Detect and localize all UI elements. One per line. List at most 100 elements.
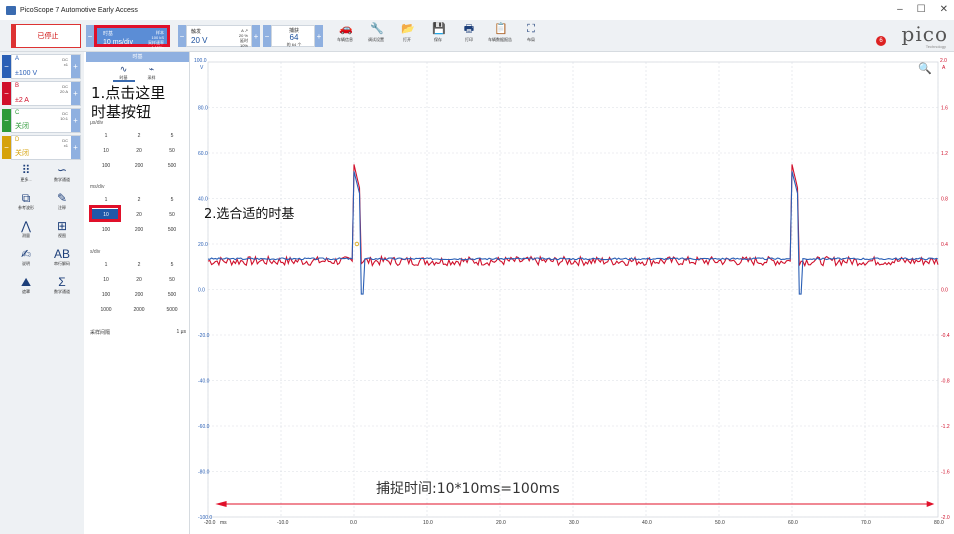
annotation-step1: 1.点击这里 时基按钮 (91, 84, 165, 122)
annotation-step1-text: 1.点击这里 时基按钮 (91, 84, 166, 121)
toolbar-save-button[interactable]: 💾 保存 (423, 23, 453, 49)
mask-icon: ⛰ (20, 275, 32, 289)
sidebar-tool-views[interactable]: ⊞ 视图 (47, 220, 77, 245)
toolbar-print-button[interactable]: 🖶 打印 (454, 23, 484, 49)
sidebar-tool-label: 数学通道 (54, 177, 70, 182)
timebase-option[interactable]: 50 (169, 212, 175, 218)
timebase-option[interactable]: 200 (134, 163, 144, 169)
timebase-option[interactable]: 20 (136, 212, 142, 218)
channel-b-button[interactable]: − B ±2 A DC 20 A + (2, 81, 81, 106)
channel-range-increase-button[interactable]: + (71, 109, 80, 132)
timebase-option[interactable]: 1 (104, 197, 108, 203)
sidebar-tool-mask[interactable]: ⛰ 遮罩 (11, 276, 41, 301)
x-axis-tick-label: 10.0 (423, 520, 433, 526)
trigger-decrease-button[interactable]: − (178, 25, 186, 47)
toolbar-car-button[interactable]: 🚗 车辆信息 (330, 23, 360, 49)
right-axis-tick-label: 1.2 (941, 151, 948, 157)
timebase-option[interactable]: 2000 (133, 307, 145, 313)
channel-d-button[interactable]: − D 关闭 DC x1 + (2, 135, 81, 160)
capture-time-arrow-right-head (926, 501, 935, 507)
sidebar-tool-notes[interactable]: ✍ 说明 (11, 248, 41, 273)
views-icon: ⊞ (56, 219, 68, 233)
channel-range-increase-button[interactable]: + (71, 55, 80, 78)
toolbar-report-button[interactable]: 📋 车辆数据报告 (485, 23, 515, 49)
maximize-button[interactable]: ☐ (916, 4, 926, 15)
channel-range-decrease-button[interactable]: − (2, 109, 11, 132)
timebase-option[interactable]: 500 (167, 292, 177, 298)
run-stop-button[interactable]: 已停止 (11, 24, 81, 48)
trigger-button[interactable]: 触发 20 V A ↗ 20 % 延时 10% (186, 25, 252, 48)
trigger-marker[interactable] (354, 241, 360, 247)
toolbar-layout-button[interactable]: ⛶ 布局 (516, 23, 546, 49)
timebase-option[interactable]: 1 (104, 262, 108, 268)
timebase-option[interactable]: 5000 (166, 307, 178, 313)
left-axis-tick-label: -80.0 (198, 470, 210, 476)
sidebar-tool-reference-waveform[interactable]: ⧉ 参考波形 (11, 192, 41, 217)
timebase-option[interactable]: 1 (104, 133, 108, 139)
timebase-option[interactable]: 100 (101, 163, 111, 169)
timebase-decrease-button[interactable]: − (86, 25, 94, 47)
tab-sampling[interactable]: ⌁ 采样 (141, 64, 163, 82)
zoom-icon[interactable]: 🔍 (918, 63, 932, 75)
trigger-increase-button[interactable]: + (252, 25, 260, 47)
notes-icon: ✍ (20, 247, 32, 261)
timebase-option[interactable]: 20 (136, 277, 142, 283)
toolbar-wrench-button[interactable]: 🔧 调试设置 (361, 23, 391, 49)
channel-range-decrease-button[interactable]: − (2, 55, 11, 78)
capture-increase-button[interactable]: + (315, 25, 323, 47)
channel-range-decrease-button[interactable]: − (2, 82, 11, 105)
timebase-option[interactable]: 500 (167, 227, 177, 233)
sidebar-tool-serial-decode[interactable]: AB 串行解码 (47, 248, 77, 273)
trigger-caption: 触发 (191, 29, 202, 35)
timebase-option[interactable]: 10 (103, 277, 109, 283)
sidebar-tool-pen[interactable]: ✎ 注释 (47, 192, 77, 217)
sidebar-tool-grid-apps[interactable]: ⠿ 更多... (11, 164, 41, 189)
channel-range-decrease-button[interactable]: − (2, 136, 11, 159)
sidebar-tool-label: 串行解码 (54, 261, 70, 266)
timebase-option[interactable]: 100 (101, 227, 111, 233)
timebase-option[interactable]: 10 (92, 209, 120, 221)
minimize-button[interactable]: – (897, 4, 903, 15)
timebase-option[interactable]: 5 (170, 133, 174, 139)
sidebar-tool-sum[interactable]: Σ 数学通道 (47, 276, 77, 301)
timebase-option[interactable]: 2 (137, 262, 141, 268)
sidebar-tool-measure[interactable]: ⋀ 测量 (11, 220, 41, 245)
scope-view[interactable]: 80.0 60.0 40.0 20.0 0.0 -20.0 -40.0 -60.0 -80.0 -… (192, 52, 954, 534)
right-axis-tick-label: 0.4 (941, 242, 948, 248)
timebase-option[interactable]: 10 (103, 148, 109, 154)
car-icon: 🚗 (339, 23, 353, 35)
timebase-option[interactable]: 100 (101, 292, 111, 298)
sidebar-tool-label: 视图 (58, 233, 66, 238)
channel-range-increase-button[interactable]: + (71, 82, 80, 105)
close-button[interactable]: ✕ (939, 4, 948, 15)
timebase-option[interactable]: 20 (136, 148, 142, 154)
layout-icon: ⛶ (527, 23, 535, 35)
timebase-option[interactable]: 5 (170, 197, 174, 203)
pico-logo: pico (901, 22, 948, 46)
channel-sidebar: − A ±100 V DC x1 + − B ±2 A DC 20 A + − C 关闭 DC 10:1 + − D 关… (0, 52, 84, 534)
timebase-button[interactable]: 时基 10 ms/div 样本 100 kS 采样速率 1 MS/s (94, 25, 170, 50)
capture-counter[interactable]: 捕获 64 的 64 个 (271, 25, 315, 47)
right-axis-tick-label: -2.0 (941, 515, 950, 521)
timebase-option[interactable]: 50 (169, 277, 175, 283)
channel-a-button[interactable]: − A ±100 V DC x1 + (2, 54, 81, 79)
toolbar-tool-label: 打开 (403, 37, 411, 42)
timebase-option[interactable]: 200 (134, 227, 144, 233)
oscilloscope-chart[interactable]: 80.0 60.0 40.0 20.0 0.0 -20.0 -40.0 -60.0 -80.0 -… (192, 52, 954, 534)
timebase-option[interactable]: 5 (170, 262, 174, 268)
timebase-option[interactable]: 200 (134, 292, 144, 298)
timebase-option[interactable]: 2 (137, 133, 141, 139)
timebase-option[interactable]: 2 (137, 197, 141, 203)
channel-c-button[interactable]: − C 关闭 DC 10:1 + (2, 108, 81, 133)
timebase-unit-label: ms/div (90, 184, 105, 190)
sidebar-tool-math-channel[interactable]: ∽ 数学通道 (47, 164, 77, 189)
toolbar-folder-open-button[interactable]: 📂 打开 (392, 23, 422, 49)
wrench-icon: 🔧 (370, 23, 384, 35)
capture-decrease-button[interactable]: − (263, 25, 271, 47)
tab-timebase[interactable]: ∿ 时基 (112, 64, 135, 82)
notification-badge[interactable]: 6 (876, 36, 886, 46)
timebase-option[interactable]: 50 (169, 148, 175, 154)
timebase-option[interactable]: 1000 (100, 307, 112, 313)
timebase-option[interactable]: 500 (167, 163, 177, 169)
channel-range-increase-button[interactable]: + (71, 136, 80, 159)
